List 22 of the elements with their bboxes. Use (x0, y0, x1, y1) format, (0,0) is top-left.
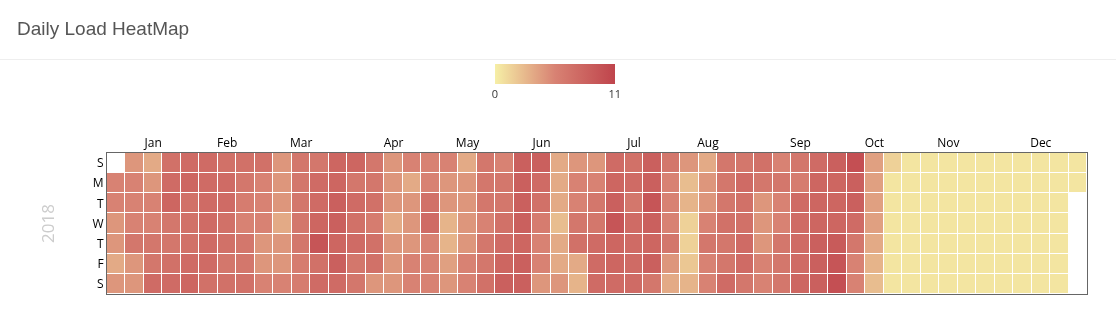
y-tick-label: W (92, 214, 104, 232)
x-tick-label: Mar (289, 134, 313, 152)
x-tick-label: Apr (383, 134, 404, 152)
x-tick-label: Oct (864, 134, 885, 152)
y-tick-label: T (96, 234, 104, 252)
y-tick-label: S (97, 154, 104, 172)
color-bar-label: 11 (608, 85, 622, 101)
x-tick-label: Jul (626, 134, 641, 152)
x-tick-label: Nov (937, 134, 960, 152)
y-tick-label: T (96, 194, 104, 212)
x-tick-label: Aug (697, 134, 720, 152)
y-tick-label: M (92, 174, 104, 192)
y-tick-label: S (97, 275, 104, 293)
color-bar-label: 0 (491, 85, 499, 101)
x-tick-label: Jan (143, 134, 162, 152)
chart-title: Daily Load HeatMap (17, 17, 190, 41)
x-tick-label: Dec (1030, 134, 1052, 152)
x-tick-label: Jun (531, 134, 551, 152)
x-tick-label: Sep (790, 134, 811, 152)
x-tick-label: Feb (217, 134, 238, 152)
x-tick-label: May (455, 134, 481, 152)
y-tick-label: F (97, 254, 104, 272)
